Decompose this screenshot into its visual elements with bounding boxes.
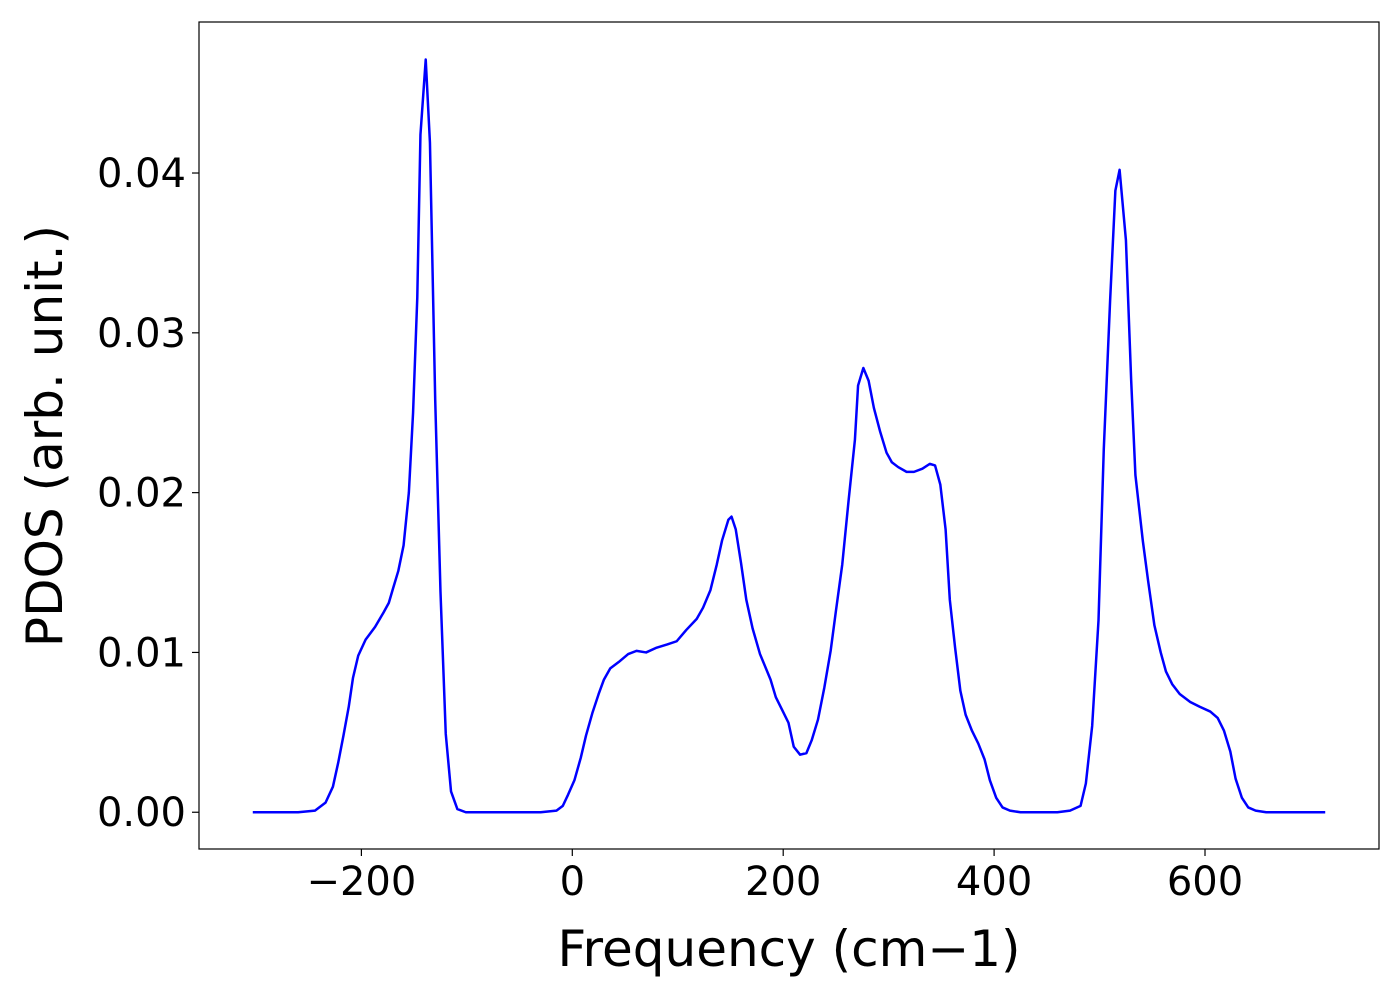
x-tick-label: 600: [1167, 859, 1243, 905]
data-line: [252, 58, 1326, 814]
y-tick-label: 0.01: [97, 630, 186, 676]
x-tick-label: 200: [745, 859, 821, 905]
y-tick-label: 0.02: [97, 471, 186, 517]
y-tick-label: 0.00: [97, 790, 186, 836]
y-tick-label: 0.04: [97, 151, 186, 197]
y-tick-label: 0.03: [97, 311, 186, 357]
x-tick-label: 400: [956, 859, 1032, 905]
y-axis-label: PDOS (arb. unit.): [16, 225, 74, 647]
plot-frame: [198, 21, 1380, 850]
x-tick-label: 0: [560, 859, 585, 905]
x-axis-label: Frequency (cm−1): [557, 920, 1020, 978]
x-tick-label: −200: [306, 859, 416, 905]
